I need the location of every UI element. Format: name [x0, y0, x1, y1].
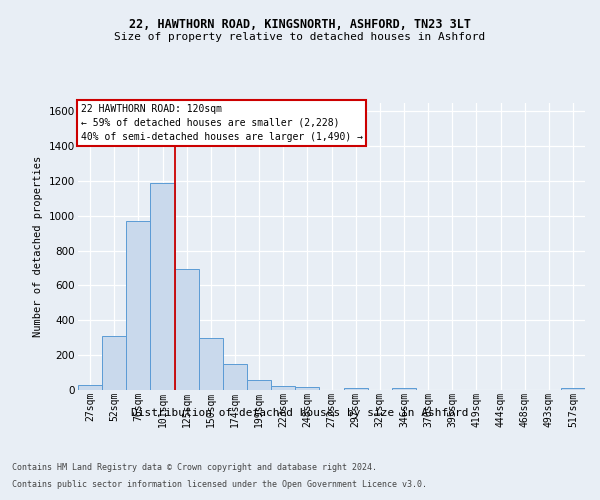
Bar — [175, 269, 199, 390]
Bar — [392, 388, 416, 390]
Bar — [223, 364, 247, 390]
Bar — [247, 380, 271, 390]
Bar — [102, 336, 126, 390]
Y-axis label: Number of detached properties: Number of detached properties — [34, 156, 43, 337]
Text: 22 HAWTHORN ROAD: 120sqm
← 59% of detached houses are smaller (2,228)
40% of sem: 22 HAWTHORN ROAD: 120sqm ← 59% of detach… — [80, 104, 362, 142]
Text: 22, HAWTHORN ROAD, KINGSNORTH, ASHFORD, TN23 3LT: 22, HAWTHORN ROAD, KINGSNORTH, ASHFORD, … — [129, 18, 471, 30]
Bar — [344, 388, 368, 390]
Bar — [151, 182, 175, 390]
Bar — [271, 386, 295, 390]
Bar — [126, 221, 151, 390]
Bar — [199, 338, 223, 390]
Bar — [561, 388, 585, 390]
Text: Size of property relative to detached houses in Ashford: Size of property relative to detached ho… — [115, 32, 485, 42]
Text: Contains HM Land Registry data © Crown copyright and database right 2024.: Contains HM Land Registry data © Crown c… — [12, 462, 377, 471]
Bar — [78, 385, 102, 390]
Text: Distribution of detached houses by size in Ashford: Distribution of detached houses by size … — [131, 408, 469, 418]
Bar — [295, 388, 319, 390]
Text: Contains public sector information licensed under the Open Government Licence v3: Contains public sector information licen… — [12, 480, 427, 489]
